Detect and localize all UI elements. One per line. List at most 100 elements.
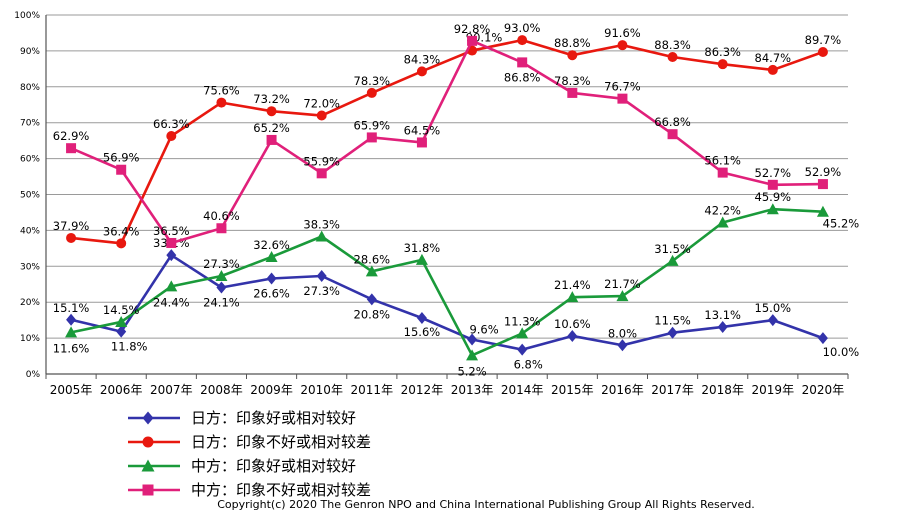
data-label: 14.5% [103,303,140,317]
x-tick-label: 2012年 [401,383,444,397]
data-label: 84.3% [404,52,441,66]
x-tick-label: 2005年 [50,383,93,397]
data-label: 52.9% [805,165,842,179]
data-point [366,293,377,306]
data-label: 21.4% [554,278,591,292]
data-point [767,314,778,327]
data-label: 31.5% [654,242,691,256]
data-point [66,143,77,154]
data-point [142,484,154,496]
data-label: 73.2% [253,92,290,106]
y-tick-label: 90% [20,47,40,57]
x-tick-label: 2013年 [451,383,494,397]
data-label: 15.6% [404,325,441,339]
data-label: 62.9% [53,129,90,143]
data-label: 27.3% [303,284,340,298]
data-point [142,411,154,425]
data-label: 36.4% [103,224,140,238]
data-point [616,290,629,302]
data-point [617,93,628,104]
data-label: 93.0% [504,21,541,35]
data-point [617,40,628,51]
data-point [717,320,728,333]
y-tick-label: 100% [14,11,40,21]
data-point [567,329,578,342]
data-point [766,203,779,215]
series-1: 15.1%11.8%33.1%24.1%26.6%27.3%20.8%15.6%… [53,236,859,371]
data-label: 75.6% [203,84,240,98]
data-label: 84.7% [755,51,792,65]
data-label: 37.9% [53,219,90,233]
legend-item: 日方：印象好或相对较好 [128,409,356,427]
data-point [817,332,828,345]
data-point [667,52,678,63]
y-tick-label: 20% [20,298,40,308]
data-label: 56.1% [704,154,741,168]
data-label: 20.8% [354,307,391,321]
data-label: 28.6% [354,252,391,266]
data-point [215,269,228,281]
y-tick-label: 30% [20,262,40,272]
data-label: 21.7% [604,277,641,291]
y-axis: 0% 10% 20% 30% 40% 50% 60% 70% 80% 90% 100% [14,11,47,380]
legend-item: 中方：印象不好或相对较差 [128,481,371,499]
data-label: 89.7% [805,33,842,47]
data-point [816,205,829,217]
data-label: 11.5% [654,314,691,328]
series-group: 15.1%11.8%33.1%24.1%26.6%27.3%20.8%15.6%… [53,21,859,378]
data-label: 24.1% [203,295,240,309]
data-point [365,265,378,277]
legend-label: 日方：印象不好或相对较差 [191,433,371,451]
data-point [316,269,327,282]
data-point [517,35,528,46]
data-point [817,46,828,57]
data-label: 78.3% [554,74,591,88]
x-tick-label: 2016年 [601,383,644,397]
data-point [767,64,778,75]
y-tick-label: 10% [20,334,40,344]
data-label: 72.0% [303,97,340,111]
data-label: 88.3% [654,38,691,52]
data-point [467,333,478,346]
data-point [266,134,277,145]
data-label: 9.6% [469,323,498,337]
x-tick-label: 2015年 [551,383,594,397]
data-label: 24.4% [153,295,190,309]
copyright-text: Copyright(c) 2020 The Genron NPO and Chi… [217,498,755,511]
data-point [266,106,277,117]
y-tick-label: 0% [26,370,41,380]
x-axis: 2005年 2006年 2007年 2008年 2009年 2010年 2011年 2012年… [45,374,849,397]
data-point [216,97,227,108]
data-point [517,57,528,68]
legend: 日方：印象好或相对较好日方：印象不好或相对较差中方：印象好或相对较好中方：印象不… [128,409,371,499]
x-tick-label: 2014年 [501,383,544,397]
data-point [516,327,529,339]
data-label: 91.6% [604,26,641,40]
x-tick-label: 2017年 [651,383,694,397]
data-label: 36.5% [153,224,190,238]
x-tick-label: 2007年 [150,383,193,397]
data-label: 15.1% [53,301,90,315]
data-point [66,232,77,243]
y-tick-label: 70% [20,119,40,129]
legend-label: 中方：印象不好或相对较差 [191,481,371,499]
data-label: 65.9% [354,118,391,132]
x-tick-label: 2018年 [701,383,744,397]
series-4: 62.9% 56.9% 36.5% 40.6% 65.2% 55.9% 65.9% 64.5%… [53,22,841,248]
data-label: 66.8% [654,115,691,129]
legend-item: 日方：印象不好或相对较差 [128,433,371,451]
series-line [70,38,824,245]
data-label: 31.8% [404,241,441,255]
data-label: 76.7% [604,80,641,94]
data-label: 26.6% [253,287,290,301]
data-point [666,254,679,266]
data-point [466,349,479,361]
data-label: 92.8% [454,22,491,36]
data-label: 15.0% [755,301,792,315]
data-point [817,179,828,190]
data-label: 11.3% [504,314,541,328]
data-point [316,168,327,179]
x-tick-label: 2010年 [300,383,343,397]
data-point [567,50,578,61]
